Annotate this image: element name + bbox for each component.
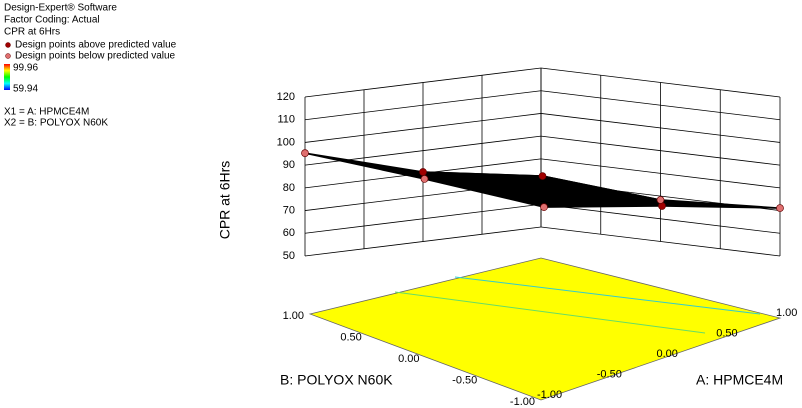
x-tick-label: 0.50 bbox=[716, 327, 737, 339]
z-tick-label: 100 bbox=[277, 136, 295, 148]
annotation: Factor Coding: Actual bbox=[4, 15, 100, 26]
colorbar bbox=[4, 64, 10, 90]
legend-marker bbox=[5, 53, 11, 59]
x-tick-label: -0.50 bbox=[597, 368, 622, 380]
y-tick-label: -1.00 bbox=[510, 396, 535, 408]
design-point bbox=[656, 196, 665, 204]
factor-label: X2 = B: POLYOX N60K bbox=[4, 118, 108, 129]
z-tick-label: 90 bbox=[283, 159, 295, 171]
design-point bbox=[540, 203, 548, 211]
z-tick-label: 110 bbox=[277, 114, 295, 126]
y-tick-label: 1.00 bbox=[283, 310, 304, 322]
contour-line bbox=[454, 276, 761, 315]
factor-label: X1 = A: HPMCE4M bbox=[4, 107, 89, 118]
design-point bbox=[419, 168, 427, 176]
design-point bbox=[301, 149, 309, 157]
legend-label: Design points above predicted value bbox=[15, 40, 177, 51]
design-point bbox=[420, 175, 429, 183]
z-tick-label: 70 bbox=[283, 204, 295, 216]
y-tick-label: 0.50 bbox=[340, 331, 361, 343]
colorbar-max: 99.96 bbox=[13, 63, 38, 74]
y-axis-title: B: POLYOX N60K bbox=[280, 372, 393, 388]
design-point bbox=[776, 204, 784, 212]
z-axis-title: CPR at 6Hrs bbox=[217, 161, 233, 240]
y-tick-label: 0.00 bbox=[398, 353, 419, 365]
x-tick-label: -1.00 bbox=[537, 389, 562, 401]
design-point bbox=[538, 172, 547, 180]
z-tick-label: 60 bbox=[283, 227, 295, 239]
contour-line bbox=[394, 291, 706, 334]
x-axis-title: A: HPMCE4M bbox=[696, 372, 783, 388]
annotation: CPR at 6Hrs bbox=[4, 27, 60, 38]
x-tick-label: 1.00 bbox=[776, 307, 797, 319]
legend-label: Design points below predicted value bbox=[15, 51, 176, 62]
legend-marker bbox=[5, 42, 11, 48]
x-tick-label: 0.00 bbox=[657, 348, 678, 360]
z-tick-label: 50 bbox=[283, 250, 295, 262]
z-tick-label: 120 bbox=[277, 91, 295, 103]
y-tick-label: -0.50 bbox=[452, 374, 477, 386]
z-tick-label: 80 bbox=[283, 182, 295, 194]
colorbar-min: 59.94 bbox=[13, 84, 38, 95]
annotation: Design-Expert® Software bbox=[4, 3, 117, 14]
contour-floor bbox=[308, 257, 782, 401]
